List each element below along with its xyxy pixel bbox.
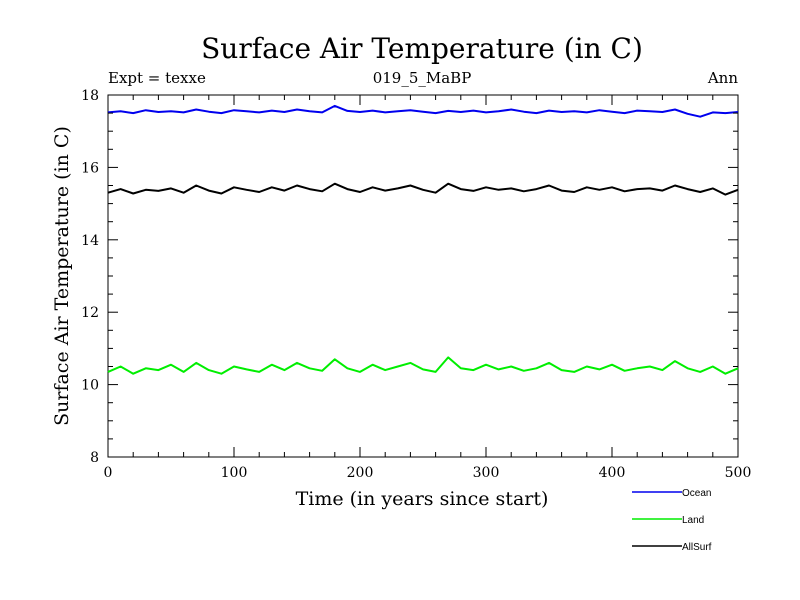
- x-tick-label: 500: [725, 465, 752, 481]
- x-tick-label: 100: [221, 465, 248, 481]
- x-tick-label: 200: [347, 465, 374, 481]
- season-label: Ann: [707, 69, 738, 87]
- legend-label-ocean: Ocean: [682, 488, 711, 499]
- series-line-allsurf: [107, 182, 739, 196]
- series-layer: [107, 104, 739, 375]
- x-axis-label: Time (in years since start): [296, 488, 549, 510]
- y-tick-label: 18: [81, 88, 99, 104]
- experiment-label: Expt = texxe: [108, 69, 206, 87]
- chart-subtitle: 019_5_MaBP: [373, 69, 472, 87]
- y-axis-label: Surface Air Temperature (in C): [51, 126, 73, 426]
- series-line-ocean: [107, 104, 739, 118]
- legend-label-land: Land: [682, 515, 704, 526]
- tick-layer: 0 100 200 300 400 500 8 10 12 14 16 18: [81, 88, 751, 481]
- y-tick-label: 10: [81, 378, 99, 394]
- y-tick-label: 8: [90, 450, 99, 466]
- y-tick-label: 14: [81, 233, 99, 249]
- chart-title: Surface Air Temperature (in C): [201, 32, 643, 65]
- legend-label-allsurf: AllSurf: [682, 542, 712, 553]
- plot-frame: [107, 94, 739, 458]
- series-line-land: [107, 356, 739, 375]
- x-tick-label: 0: [104, 465, 113, 481]
- y-tick-label: 12: [81, 305, 99, 321]
- x-tick-label: 400: [599, 465, 626, 481]
- legend: Ocean Land AllSurf: [632, 488, 712, 553]
- x-tick-label: 300: [473, 465, 500, 481]
- y-tick-label: 16: [81, 160, 99, 176]
